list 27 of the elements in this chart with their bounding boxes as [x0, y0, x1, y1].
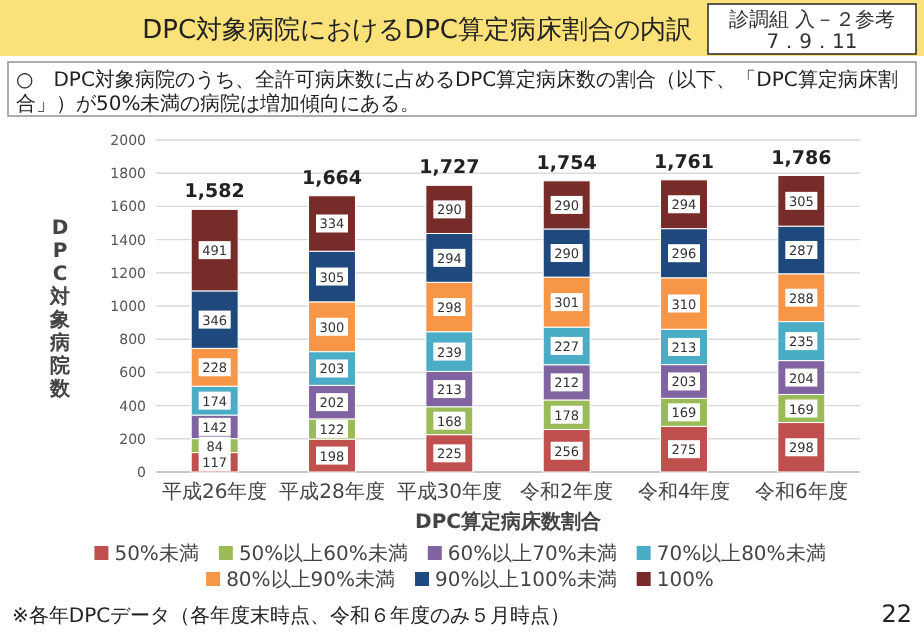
total-label: 1,761: [653, 151, 715, 174]
legend-label: 50%以上60%未満: [238, 542, 408, 566]
total-label: 1,664: [301, 167, 363, 190]
chart-title: DPC対象病院におけるDPC算定病床割合の内訳: [142, 14, 692, 46]
legend-label: 70%以上80%未満: [656, 542, 826, 566]
text: 22: [881, 600, 912, 628]
text: ※各年DPCデータ（各年度末時点、令和６年度のみ５月時点）: [12, 604, 571, 628]
total-label: 1,582: [184, 181, 245, 204]
chart-subtitle: ○ DPC対象病院のうち、全許可病床数に占めるDPC算定病床数の割合（以下、「DPC算定病床割合」）が50%未満の病院は増加傾向にある。: [16, 68, 898, 116]
x-axis-title: DPC算定病床数割合: [415, 510, 603, 534]
total-label: 1,786: [771, 147, 833, 170]
total-label: 1,727: [419, 157, 480, 180]
total-label: 1,754: [536, 152, 598, 175]
text: 診調組 入－２参考: [728, 8, 896, 32]
x-tick-label: 令和6年度: [754, 480, 848, 504]
x-tick-label: 令和2年度: [520, 480, 614, 504]
x-tick-label: 平成26年度: [161, 480, 268, 504]
y-axis-title: DPC対象病院数: [48, 217, 72, 401]
legend-label: 60%以上70%未満: [447, 542, 617, 566]
x-tick-label: 平成28年度: [279, 480, 385, 504]
text: 7．9．11: [766, 32, 858, 54]
legend-label: 100%: [656, 570, 714, 592]
legend-label: 80%以上90%未満: [226, 568, 396, 592]
x-tick-label: 令和4年度: [637, 480, 731, 504]
legend-label: 90%以上100%未満: [435, 568, 617, 592]
legend-label: 50%未満: [114, 542, 199, 566]
x-tick-label: 平成30年度: [396, 480, 503, 504]
